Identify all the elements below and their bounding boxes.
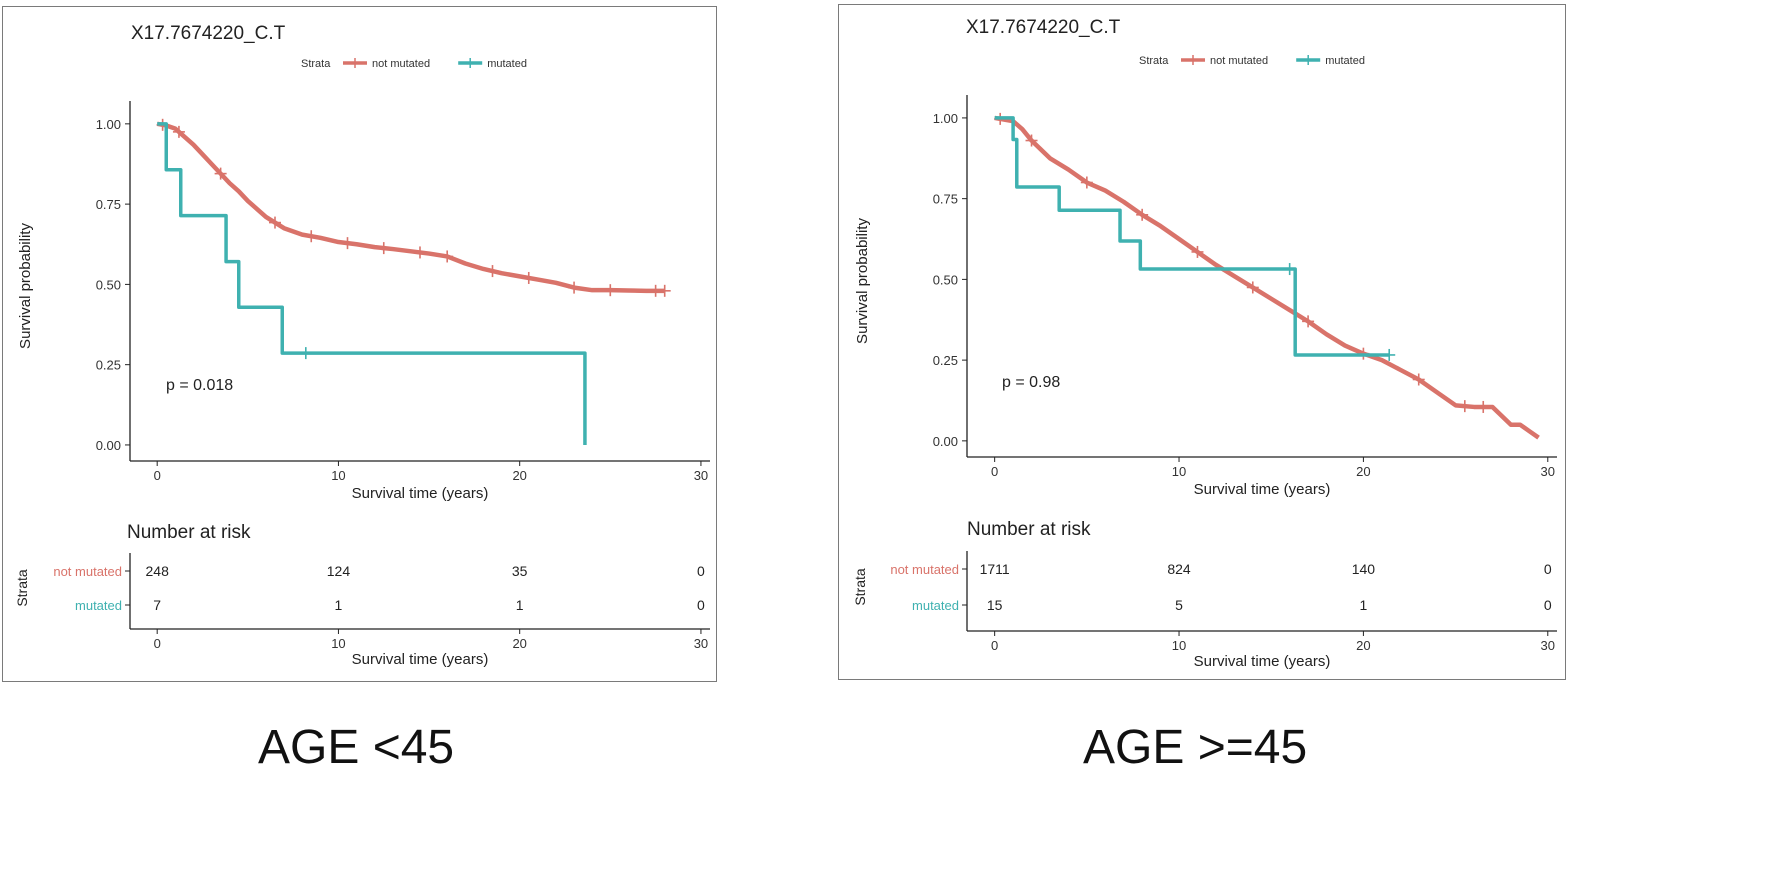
p-value: p = 0.98 — [1002, 374, 1060, 391]
y-tick-label: 0.25 — [96, 358, 121, 373]
risk-count: 15 — [987, 597, 1003, 613]
x-tick-label: 30 — [694, 468, 708, 483]
risk-x-tick-label: 0 — [154, 636, 161, 651]
y-tick-label: 0.50 — [96, 277, 121, 292]
y-tick-label: 0.75 — [96, 197, 121, 212]
survival-panel-left: X17.7674220_C.T Strata not mutated mutated 0… — [2, 6, 717, 682]
km-chart-left: X17.7674220_C.T Strata not mutated mutated 0… — [14, 23, 710, 668]
chart-title: X17.7674220_C.T — [131, 23, 286, 44]
risk-table-title: Number at risk — [127, 522, 251, 543]
series-line-mutated — [157, 122, 587, 445]
risk-count: 0 — [1544, 597, 1552, 613]
risk-x-tick-label: 30 — [1541, 638, 1555, 653]
x-tick-label: 10 — [1172, 464, 1186, 479]
series-line-not-mutated — [994, 115, 1540, 440]
legend-title: Strata — [1139, 55, 1169, 67]
risk-row-label-not-mutated: not mutated — [53, 564, 122, 579]
legend-label-not-mutated: not mutated — [372, 58, 430, 70]
x-axis-label: Survival time (years) — [352, 485, 489, 502]
km-chart-right: X17.7674220_C.T Strata not mutated mutated 0… — [852, 17, 1557, 670]
risk-count: 1 — [1360, 597, 1368, 613]
legend-label-mutated: mutated — [1325, 55, 1365, 67]
risk-count: 0 — [1544, 561, 1552, 577]
risk-count: 140 — [1352, 561, 1376, 577]
risk-strata-label: Strata — [14, 569, 30, 607]
x-tick-label: 20 — [512, 468, 526, 483]
legend-title: Strata — [301, 58, 331, 70]
p-value: p = 0.018 — [166, 377, 233, 394]
risk-row-label-not-mutated: not mutated — [890, 562, 959, 577]
y-axis-label: Survival probability — [17, 223, 34, 349]
risk-table-title: Number at risk — [967, 519, 1091, 540]
risk-x-tick-label: 10 — [1172, 638, 1186, 653]
y-tick-label: 0.75 — [933, 192, 958, 207]
x-tick-label: 10 — [331, 468, 345, 483]
caption-age-45-plus: AGE >=45 — [1083, 721, 1308, 774]
y-tick-label: 1.00 — [933, 111, 958, 126]
x-tick-label: 0 — [154, 468, 161, 483]
risk-count: 0 — [697, 563, 705, 579]
risk-strata-label: Strata — [852, 568, 868, 606]
x-tick-label: 30 — [1541, 464, 1555, 479]
y-axis-label: Survival probability — [854, 218, 871, 344]
risk-row-label-mutated: mutated — [912, 598, 959, 613]
risk-row-label-mutated: mutated — [75, 598, 122, 613]
legend-label-mutated: mutated — [487, 58, 527, 70]
y-tick-label: 1.00 — [96, 117, 121, 132]
y-tick-label: 0.25 — [933, 353, 958, 368]
risk-count: 0 — [697, 597, 705, 613]
risk-x-tick-label: 10 — [331, 636, 345, 651]
legend: Strata not mutated mutated — [1139, 55, 1365, 67]
x-axis-label: Survival time (years) — [1194, 481, 1331, 498]
risk-count: 248 — [146, 563, 170, 579]
series-line-not-mutated — [156, 121, 665, 294]
risk-x-tick-label: 0 — [991, 638, 998, 653]
legend-label-not-mutated: not mutated — [1210, 55, 1268, 67]
risk-count: 124 — [327, 563, 351, 579]
risk-count: 7 — [153, 597, 161, 613]
y-tick-label: 0.00 — [96, 438, 121, 453]
y-tick-label: 0.00 — [933, 434, 958, 449]
survival-panel-right: X17.7674220_C.T Strata not mutated mutated 0… — [838, 4, 1566, 680]
risk-count: 1 — [335, 597, 343, 613]
risk-x-tick-label: 20 — [512, 636, 526, 651]
risk-count: 35 — [512, 563, 528, 579]
risk-x-tick-label: 30 — [694, 636, 708, 651]
risk-count: 824 — [1167, 561, 1191, 577]
risk-x-tick-label: 20 — [1356, 638, 1370, 653]
caption-age-under-45: AGE <45 — [258, 721, 455, 774]
risk-count: 1 — [516, 597, 524, 613]
x-tick-label: 0 — [991, 464, 998, 479]
legend: Strata not mutated mutated — [301, 58, 527, 70]
risk-count: 5 — [1175, 597, 1183, 613]
series-line-mutated — [994, 116, 1390, 357]
risk-count: 1711 — [980, 561, 1010, 577]
risk-table-x-axis-label: Survival time (years) — [352, 651, 489, 668]
chart-title: X17.7674220_C.T — [966, 17, 1121, 38]
x-tick-label: 20 — [1356, 464, 1370, 479]
y-tick-label: 0.50 — [933, 272, 958, 287]
risk-table-x-axis-label: Survival time (years) — [1194, 653, 1331, 670]
